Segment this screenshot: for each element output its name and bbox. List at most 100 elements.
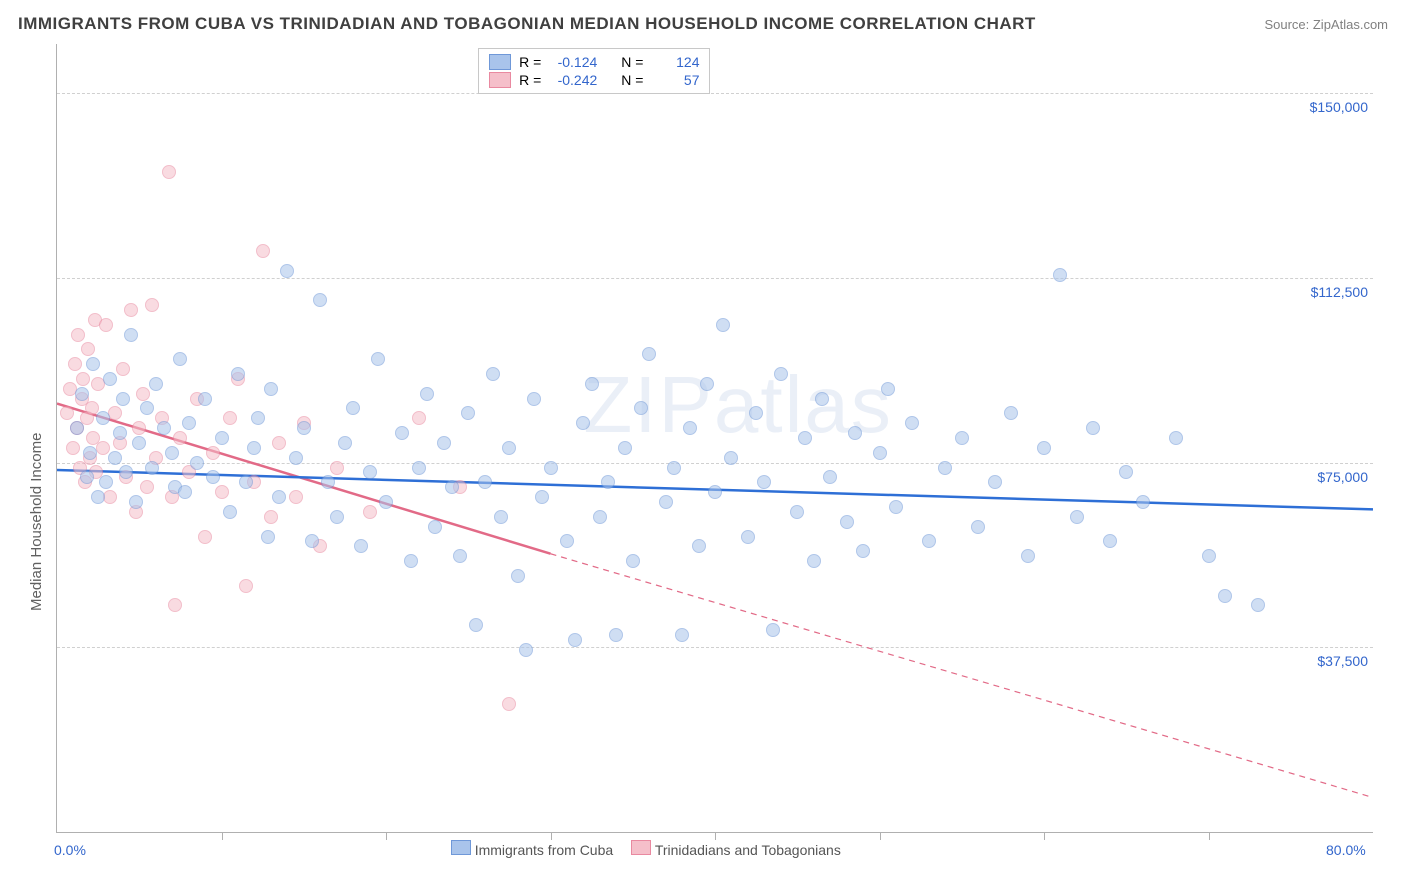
legend-N-value: 57: [651, 72, 699, 88]
point-cuba: [297, 421, 311, 435]
point-trin: [272, 436, 286, 450]
point-cuba: [873, 446, 887, 460]
point-cuba: [642, 347, 656, 361]
point-cuba: [280, 264, 294, 278]
point-cuba: [478, 475, 492, 489]
point-cuba: [453, 549, 467, 563]
point-trin: [198, 530, 212, 544]
y-axis-label: Median Household Income: [28, 433, 45, 611]
point-cuba: [1169, 431, 1183, 445]
legend-label-trin: Trinidadians and Tobagonians: [655, 842, 841, 858]
point-cuba: [91, 490, 105, 504]
point-cuba: [511, 569, 525, 583]
point-cuba: [1037, 441, 1051, 455]
gridline-h: [57, 647, 1373, 648]
point-cuba: [371, 352, 385, 366]
point-cuba: [330, 510, 344, 524]
point-cuba: [140, 401, 154, 415]
point-cuba: [971, 520, 985, 534]
point-cuba: [618, 441, 632, 455]
point-cuba: [609, 628, 623, 642]
point-cuba: [774, 367, 788, 381]
point-trin: [136, 387, 150, 401]
point-cuba: [70, 421, 84, 435]
x-tick: [222, 832, 223, 840]
point-cuba: [544, 461, 558, 475]
point-cuba: [815, 392, 829, 406]
point-cuba: [1251, 598, 1265, 612]
point-trin: [81, 342, 95, 356]
point-cuba: [149, 377, 163, 391]
point-cuba: [922, 534, 936, 548]
point-cuba: [1218, 589, 1232, 603]
point-cuba: [766, 623, 780, 637]
x-tick: [1209, 832, 1210, 840]
point-cuba: [626, 554, 640, 568]
point-cuba: [535, 490, 549, 504]
gridline-h: [57, 93, 1373, 94]
point-trin: [206, 446, 220, 460]
point-cuba: [223, 505, 237, 519]
point-cuba: [757, 475, 771, 489]
point-cuba: [716, 318, 730, 332]
point-trin: [256, 244, 270, 258]
point-cuba: [113, 426, 127, 440]
point-trin: [140, 480, 154, 494]
point-cuba: [445, 480, 459, 494]
point-cuba: [289, 451, 303, 465]
x-tick: [880, 832, 881, 840]
point-cuba: [938, 461, 952, 475]
legend-series: Immigrants from Cuba Trinidadians and To…: [451, 840, 841, 858]
x-tick: [715, 832, 716, 840]
point-cuba: [86, 357, 100, 371]
point-trin: [215, 485, 229, 499]
point-cuba: [502, 441, 516, 455]
point-cuba: [576, 416, 590, 430]
y-tick-label: $37,500: [1288, 653, 1368, 669]
swatch-trin: [489, 72, 511, 88]
point-trin: [132, 421, 146, 435]
point-trin: [363, 505, 377, 519]
point-cuba: [272, 490, 286, 504]
point-cuba: [790, 505, 804, 519]
point-cuba: [321, 475, 335, 489]
gridline-h: [57, 278, 1373, 279]
point-cuba: [145, 461, 159, 475]
point-trin: [60, 406, 74, 420]
point-cuba: [80, 470, 94, 484]
point-trin: [289, 490, 303, 504]
gridline-h: [57, 463, 1373, 464]
point-cuba: [437, 436, 451, 450]
point-cuba: [659, 495, 673, 509]
swatch-cuba: [451, 840, 471, 855]
point-trin: [76, 372, 90, 386]
point-trin: [412, 411, 426, 425]
point-cuba: [261, 530, 275, 544]
point-cuba: [568, 633, 582, 647]
point-cuba: [988, 475, 1002, 489]
point-cuba: [215, 431, 229, 445]
point-trin: [71, 328, 85, 342]
point-cuba: [99, 475, 113, 489]
point-cuba: [206, 470, 220, 484]
point-cuba: [165, 446, 179, 460]
point-cuba: [132, 436, 146, 450]
point-trin: [330, 461, 344, 475]
point-cuba: [363, 465, 377, 479]
point-trin: [264, 510, 278, 524]
x-tick: [1044, 832, 1045, 840]
point-cuba: [667, 461, 681, 475]
point-cuba: [338, 436, 352, 450]
point-cuba: [264, 382, 278, 396]
scatter-plot: ZIPatlasR =-0.124N =124R =-0.242N =57: [56, 44, 1373, 833]
point-trin: [168, 598, 182, 612]
point-cuba: [527, 392, 541, 406]
point-cuba: [955, 431, 969, 445]
legend-N-label: N =: [621, 54, 643, 70]
legend-N-value: 124: [651, 54, 699, 70]
point-cuba: [198, 392, 212, 406]
point-cuba: [741, 530, 755, 544]
point-cuba: [593, 510, 607, 524]
swatch-cuba: [489, 54, 511, 70]
point-cuba: [129, 495, 143, 509]
